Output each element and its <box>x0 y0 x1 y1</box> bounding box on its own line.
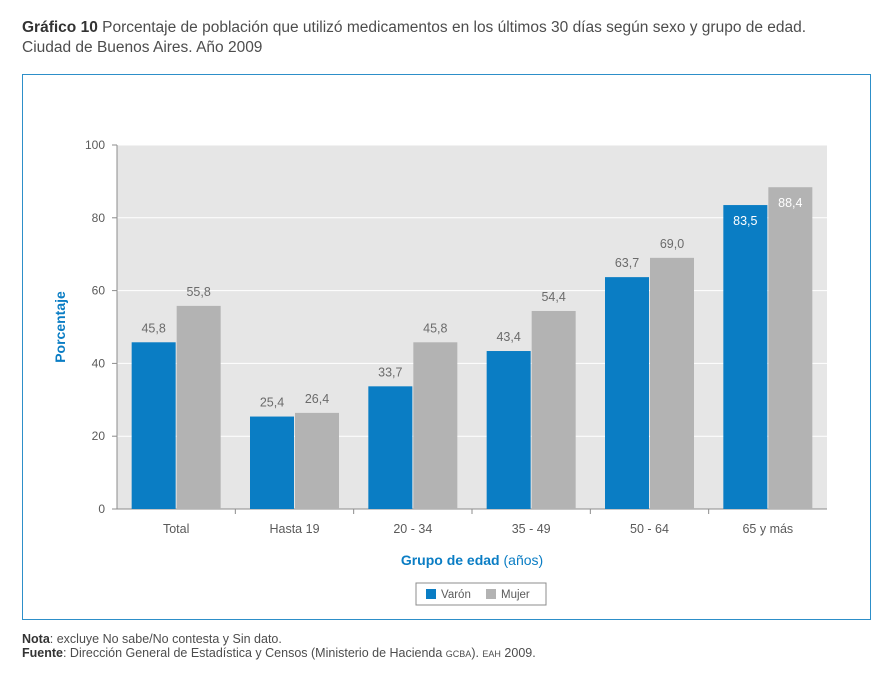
legend-box <box>415 582 547 606</box>
source-line: Fuente: Dirección General de Estadística… <box>22 646 536 660</box>
bar-chart: 0 20 40 60 80 100 45,8 55,8 Total 25,4 26,4 Hasta 1… <box>52 138 827 606</box>
y-tick-label: 80 <box>92 211 106 225</box>
chart-title: Gráfico 10 Porcentaje de población que u… <box>22 18 882 58</box>
bar-varón <box>368 386 413 509</box>
bar-mujer <box>768 187 813 509</box>
y-tick-label: 100 <box>85 138 105 152</box>
data-label: 83,5 <box>733 214 757 228</box>
data-label: 25,4 <box>260 396 284 410</box>
legend-swatch-varón <box>426 589 436 599</box>
x-tick-label: 50 - 64 <box>630 522 669 536</box>
bar-varón <box>486 351 531 509</box>
legend-label-varón: Varón <box>441 589 471 601</box>
bar-mujer <box>176 305 221 509</box>
x-tick-label: Total <box>163 522 189 536</box>
data-label: 45,8 <box>141 321 165 335</box>
y-axis-title: Porcentaje <box>52 291 68 363</box>
x-tick-label: 35 - 49 <box>512 522 551 536</box>
y-tick-label: 60 <box>92 284 106 298</box>
footnotes: Nota: excluye No sabe/No contesta y Sin … <box>22 632 882 661</box>
bar-mujer <box>650 257 694 509</box>
bar-varón <box>605 277 649 509</box>
x-axis-title: Grupo de edad (años) <box>401 552 543 568</box>
plot-area <box>117 145 827 509</box>
legend-swatch-mujer <box>486 589 496 599</box>
bar-mujer <box>295 412 339 509</box>
data-label: 55,8 <box>186 285 210 299</box>
figure-label: Gráfico 10 <box>22 19 98 36</box>
y-tick-label: 40 <box>92 356 106 370</box>
title-text: Porcentaje de población que utilizó medi… <box>102 19 807 36</box>
bar-mujer <box>531 310 576 509</box>
y-tick-label: 20 <box>92 429 106 443</box>
data-label: 45,8 <box>423 321 447 335</box>
bar-mujer <box>413 342 458 509</box>
x-tick-label: Hasta 19 <box>269 522 319 536</box>
data-label: 69,0 <box>660 237 684 251</box>
data-label: 43,4 <box>496 330 520 344</box>
data-label: 54,4 <box>541 290 565 304</box>
y-tick-label: 0 <box>98 502 105 516</box>
data-label: 26,4 <box>305 392 329 406</box>
data-label: 88,4 <box>778 196 802 210</box>
legend-label-mujer: Mujer <box>501 589 530 601</box>
bar-varón <box>250 416 294 509</box>
chart-frame: 0 20 40 60 80 100 45,8 55,8 Total 25,4 26,4 Hasta 1… <box>22 74 871 620</box>
data-label: 63,7 <box>615 256 639 270</box>
x-tick-label: 20 - 34 <box>393 522 432 536</box>
x-tick-label: 65 y más <box>742 522 793 536</box>
title-subtext: Ciudad de Buenos Aires. Año 2009 <box>22 39 263 56</box>
bar-varón <box>131 342 176 509</box>
bar-varón <box>723 205 768 509</box>
note-line: Nota: excluye No sabe/No contesta y Sin … <box>22 632 282 646</box>
data-label: 33,7 <box>378 365 402 379</box>
